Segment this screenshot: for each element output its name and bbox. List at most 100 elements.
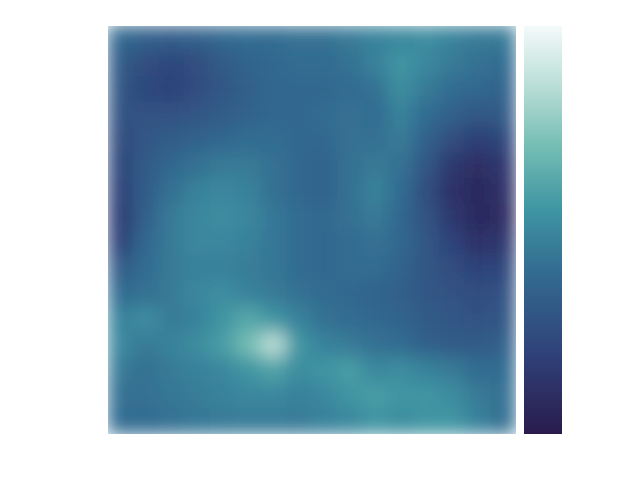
heatmap-cell (414, 357, 441, 384)
heatmap-cell (261, 77, 288, 104)
heatmap-cell (235, 26, 262, 52)
heatmap-cell (465, 383, 492, 410)
heatmap-cell (337, 128, 364, 155)
heatmap-cell (363, 153, 390, 180)
heatmap-cell (159, 179, 186, 206)
heatmap-cell (363, 306, 390, 333)
heatmap-cell (159, 306, 186, 333)
heatmap-cell (312, 230, 339, 257)
heatmap-cell (414, 102, 441, 129)
heatmap-cell (363, 51, 390, 78)
heatmap-cell (312, 408, 339, 434)
heatmap-cell (363, 357, 390, 384)
heatmap-cell (133, 332, 160, 359)
heatmap-cell (465, 230, 492, 257)
heatmap-cell (363, 408, 390, 434)
heatmap-cell (337, 153, 364, 180)
heatmap-cell (465, 204, 492, 231)
heatmap-cell (388, 332, 415, 359)
heatmap-cell (108, 128, 134, 155)
heatmap-cell (312, 179, 339, 206)
heatmap-cell (439, 230, 466, 257)
heatmap-cell (286, 230, 313, 257)
heatmap-cell (337, 357, 364, 384)
heatmap-cell (439, 281, 466, 308)
heatmap-cell (490, 102, 516, 129)
heatmap-cell (133, 51, 160, 78)
heatmap-cell (490, 255, 516, 282)
heatmap-cell (261, 383, 288, 410)
heatmap-cell (490, 230, 516, 257)
heatmap-cell (439, 51, 466, 78)
heatmap-cell (184, 153, 211, 180)
heatmap-cell (414, 383, 441, 410)
heatmap-cell (184, 281, 211, 308)
heatmap-cell (363, 230, 390, 257)
heatmap-cell (159, 383, 186, 410)
heatmap-cell (388, 255, 415, 282)
heatmap-cell (439, 357, 466, 384)
heatmap-cell (210, 204, 237, 231)
heatmap-cell (439, 408, 466, 434)
heatmap-cell (133, 281, 160, 308)
heatmap-cell (490, 281, 516, 308)
heatmap-cell (159, 230, 186, 257)
heatmap-cell (159, 26, 186, 52)
heatmap-cell (184, 230, 211, 257)
heatmap-cell (414, 306, 441, 333)
heatmap-cell (312, 306, 339, 333)
heatmap-cell (414, 26, 441, 52)
heatmap-cell (465, 179, 492, 206)
heatmap-cell (184, 408, 211, 434)
heatmap-cell (210, 306, 237, 333)
heatmap-cell (261, 204, 288, 231)
heatmap-cell (210, 77, 237, 104)
heatmap-cell (490, 51, 516, 78)
heatmap-cell (261, 332, 288, 359)
heatmap-cell (337, 26, 364, 52)
heatmap-cell (133, 204, 160, 231)
heatmap-cell (159, 51, 186, 78)
heatmap-cell (465, 281, 492, 308)
heatmap-cell (235, 281, 262, 308)
heatmap-cell (286, 306, 313, 333)
heatmap-cell (210, 281, 237, 308)
heatmap-cell (210, 179, 237, 206)
heatmap-cell (108, 281, 134, 308)
heatmap-cell (133, 153, 160, 180)
heatmap-cell (286, 51, 313, 78)
heatmap-cell (133, 408, 160, 434)
heatmap-cell (363, 383, 390, 410)
heatmap-cell (261, 281, 288, 308)
heatmap-cell (439, 128, 466, 155)
heatmap-cell (133, 306, 160, 333)
heatmap-cell (261, 26, 288, 52)
heatmap-cell (465, 408, 492, 434)
heatmap-cell (235, 383, 262, 410)
heatmap-cell (184, 306, 211, 333)
heatmap-cell (210, 255, 237, 282)
heatmap-cell (388, 179, 415, 206)
heatmap-cell (286, 77, 313, 104)
heatmap-cell (465, 128, 492, 155)
heatmap-area (108, 26, 516, 434)
heatmap-cell (363, 255, 390, 282)
heatmap-cell (184, 332, 211, 359)
heatmap-cell (210, 332, 237, 359)
heatmap-cell (159, 408, 186, 434)
heatmap-cell (235, 230, 262, 257)
heatmap-cell (159, 128, 186, 155)
heatmap-cell (363, 281, 390, 308)
heatmap-cell (465, 306, 492, 333)
heatmap-cell (439, 179, 466, 206)
heatmap-cell (133, 26, 160, 52)
heatmap-cell (388, 26, 415, 52)
heatmap-cell (261, 128, 288, 155)
heatmap-cell (363, 179, 390, 206)
heatmap-cell (439, 383, 466, 410)
heatmap-cell (286, 26, 313, 52)
heatmap-cell (159, 153, 186, 180)
heatmap-cell (184, 383, 211, 410)
heatmap-cell (312, 128, 339, 155)
heatmap-cell (439, 26, 466, 52)
